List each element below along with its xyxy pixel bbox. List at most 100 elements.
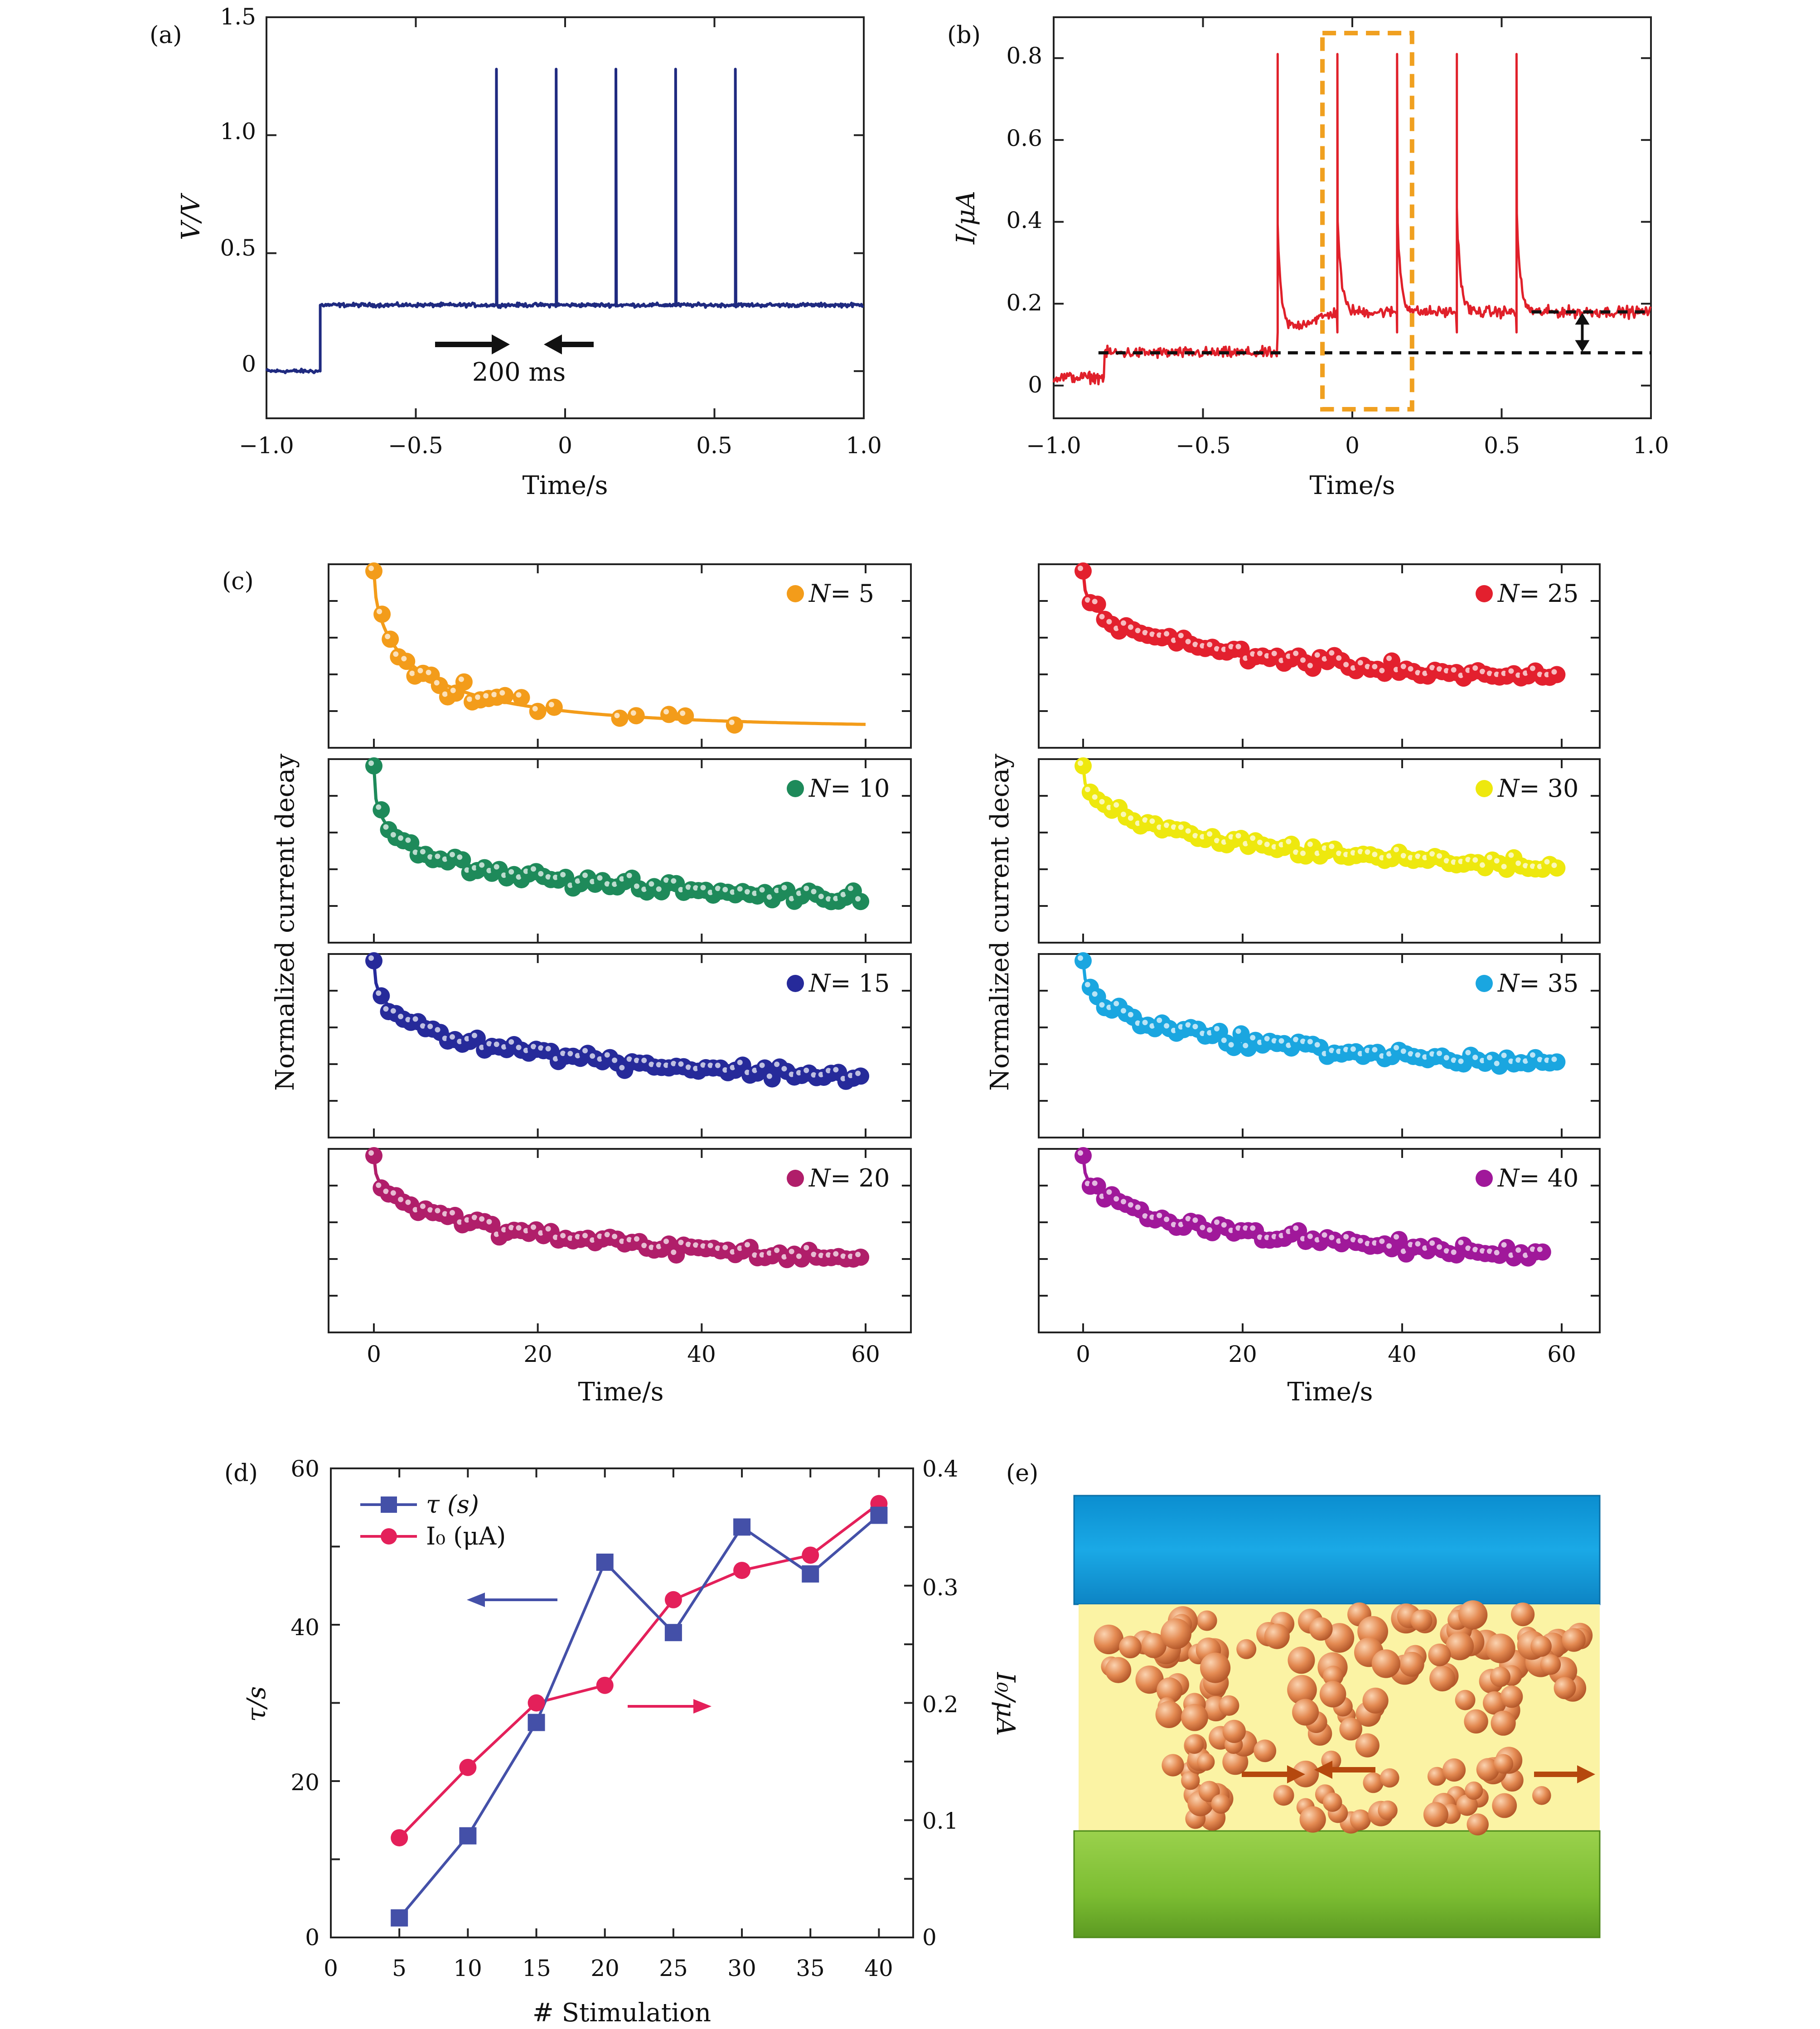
- top-electrode: [1073, 1495, 1601, 1605]
- tau-point: [391, 1909, 408, 1927]
- subplot-2: N= 10: [328, 757, 912, 944]
- nanoparticle: [1476, 1758, 1500, 1781]
- nanoparticle: [1380, 1768, 1399, 1788]
- panel-b: (b) −1.0 −0.5 0 0.5 1.0 0 0.2 0.4 0.6 0.…: [947, 16, 1669, 500]
- x-axis-label-c-right: Time/s: [1287, 1377, 1373, 1407]
- subplot-6: N= 30: [1038, 757, 1601, 944]
- voltage-trace: [265, 68, 864, 374]
- y-tick-d-right-4: 0.4: [922, 1456, 958, 1482]
- data-point: [726, 716, 743, 734]
- nanoparticle: [1501, 1769, 1524, 1792]
- nanoparticle: [1467, 1813, 1489, 1835]
- axis-ticks-d: [330, 1467, 913, 1938]
- nanoparticle: [1222, 1719, 1246, 1743]
- i0-point: [664, 1591, 682, 1608]
- x-tick-a-3: 0.5: [696, 432, 732, 459]
- decay-subplots: N= 5 N= 10 N= 15 N= 20 N= 25 N= 30 N= 35 N= 40: [328, 562, 1601, 1333]
- data-point: [455, 673, 473, 691]
- i0-point: [391, 1829, 408, 1847]
- data-point: [1075, 562, 1092, 580]
- y-tick-d-left-1: 20: [290, 1769, 319, 1796]
- nanoparticle: [1350, 1809, 1371, 1830]
- panel-label-c: (c): [222, 568, 254, 595]
- y-tick-d-right-3: 0.3: [922, 1574, 958, 1601]
- nanoparticle: [1292, 1760, 1319, 1787]
- nanoparticle: [1355, 1733, 1380, 1758]
- difference-arrow-head-down: [1575, 340, 1590, 352]
- data-point: [611, 709, 629, 727]
- legend-label: N= 40: [1497, 1164, 1578, 1192]
- annotation-text: 200 ms: [472, 358, 566, 387]
- data-point: [496, 687, 514, 704]
- data-point: [852, 1067, 870, 1085]
- nanoparticle: [1155, 1701, 1183, 1729]
- nanoparticle: [1399, 1651, 1424, 1677]
- data-point: [365, 1147, 382, 1164]
- nanoparticle: [1196, 1610, 1217, 1631]
- tau-point: [664, 1624, 682, 1642]
- nanoparticle: [1554, 1677, 1576, 1700]
- nanoparticle: [1119, 1636, 1142, 1659]
- legend-marker: [1476, 1170, 1493, 1187]
- panel-label-d: (d): [224, 1460, 258, 1487]
- nanoparticle: [1299, 1806, 1326, 1833]
- nanoparticle: [1442, 1758, 1466, 1782]
- legend-marker-i0: [381, 1528, 397, 1545]
- arrow-head-right-2: [1577, 1765, 1595, 1783]
- nanoparticle: [1185, 1734, 1204, 1754]
- nanoparticle: [1486, 1633, 1515, 1663]
- legend-marker: [787, 975, 804, 992]
- i0-point: [596, 1676, 614, 1694]
- series-d: [391, 1495, 888, 1927]
- nanoparticle: [1492, 1793, 1517, 1818]
- y-tick-d-left-0: 0: [305, 1924, 319, 1951]
- legend-label-i0: I₀ (μA): [426, 1522, 506, 1550]
- highlight-box: [1320, 31, 1414, 412]
- nanoparticle: [1371, 1649, 1400, 1678]
- subplot-5: N= 25: [1038, 562, 1601, 749]
- i0-line: [398, 1502, 880, 1839]
- nanoparticle: [1540, 1654, 1561, 1675]
- subplot-8: N= 40: [1038, 1147, 1601, 1333]
- legend-label: N= 30: [1497, 774, 1578, 803]
- nanoparticle: [1141, 1633, 1167, 1658]
- arrow-head-left-1: [1314, 1761, 1332, 1779]
- plot-frame-d: [330, 1467, 914, 1938]
- data-point: [1548, 666, 1566, 683]
- legend-label: N= 25: [1497, 579, 1578, 608]
- nanoparticles: [1094, 1600, 1593, 1835]
- nanoparticle: [1464, 1709, 1488, 1734]
- subplot-frame: [1038, 758, 1601, 944]
- nanoparticle: [1322, 1792, 1342, 1812]
- legend-marker: [1476, 780, 1493, 797]
- nanoparticle: [1427, 1767, 1447, 1786]
- x-tick-b-2: 0: [1345, 432, 1360, 459]
- data-point: [365, 757, 382, 775]
- y-axis-label-c-right: Normalized current decay: [985, 754, 1015, 1091]
- subplot-frame: [328, 563, 912, 749]
- y-tick-d-left-2: 40: [290, 1614, 319, 1641]
- nanoparticle: [1530, 1636, 1552, 1657]
- x-tick-d-4: 20: [591, 1955, 620, 1981]
- data-point: [1534, 1243, 1551, 1261]
- data-point: [660, 706, 678, 723]
- nanoparticle: [1162, 1754, 1184, 1777]
- x-tick-c-right-3: 60: [1547, 1341, 1576, 1367]
- nanoparticle: [1532, 1786, 1551, 1805]
- data-point: [1075, 757, 1092, 775]
- x-tick-a-1: −0.5: [388, 432, 443, 459]
- i0-point: [459, 1758, 477, 1776]
- x-tick-a-4: 1.0: [846, 432, 882, 459]
- nanoparticle: [1288, 1646, 1315, 1674]
- subplot-3: N= 15: [328, 952, 912, 1138]
- data-point: [365, 952, 382, 969]
- subplot-frame: [1038, 953, 1601, 1138]
- data-point: [677, 707, 694, 725]
- data-point: [852, 1249, 870, 1266]
- nanoparticle: [1446, 1632, 1474, 1661]
- annotation-200ms: 200 ms: [435, 334, 594, 387]
- nanoparticle: [1410, 1609, 1433, 1632]
- x-axis-c-right: 0 20 40 60 Time/s: [1076, 1341, 1576, 1407]
- x-tick-d-2: 10: [453, 1955, 482, 1981]
- x-tick-d-1: 5: [392, 1955, 407, 1981]
